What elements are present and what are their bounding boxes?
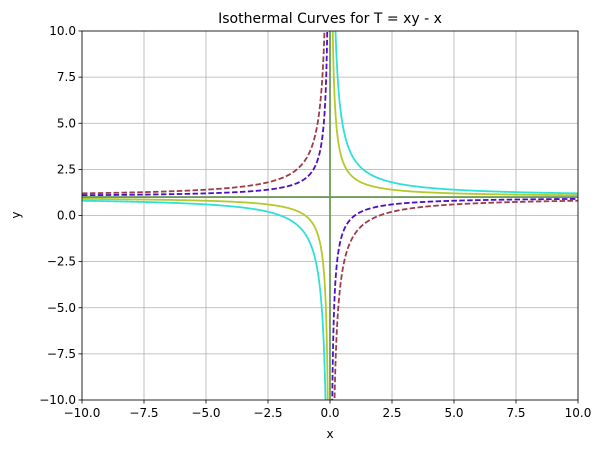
- y-tick-label: −2.5: [47, 255, 76, 269]
- isotherm-series-0: [82, 31, 578, 400]
- isotherm-line: [333, 199, 578, 400]
- isotherm-line: [82, 31, 329, 197]
- x-tick-label: 2.5: [382, 406, 401, 420]
- isotherm-series-4: [82, 31, 578, 400]
- y-tick-label: 10.0: [49, 24, 76, 38]
- y-tick-label: 7.5: [57, 70, 76, 84]
- isotherm-line: [82, 198, 329, 400]
- isotherm-series-3: [82, 31, 578, 400]
- x-tick-label: −5.0: [191, 406, 220, 420]
- isotherm-series-1: [82, 31, 578, 400]
- isotherm-line: [331, 198, 578, 400]
- isotherm-series-2: [82, 31, 578, 400]
- isotherm-line: [331, 31, 578, 197]
- x-tick-label: 0.0: [320, 406, 339, 420]
- axis-ticks: −10.0 −7.5 −5.0 −2.5 0.0 2.5 5.0 7.5 10.0 −10.0 −7…: [39, 24, 591, 420]
- isotherm-line: [334, 31, 578, 195]
- isotherm-series: [82, 31, 578, 400]
- y-tick-label: 0.0: [57, 209, 76, 223]
- x-tick-label: 10.0: [565, 406, 592, 420]
- x-tick-label: 7.5: [506, 406, 525, 420]
- x-tick-label: −10.0: [64, 406, 101, 420]
- x-axis-label: x: [326, 427, 333, 441]
- y-axis-label: y: [9, 211, 23, 218]
- y-tick-label: 5.0: [57, 116, 76, 130]
- x-tick-label: 5.0: [444, 406, 463, 420]
- y-tick-label: −7.5: [47, 347, 76, 361]
- x-tick-label: −2.5: [253, 406, 282, 420]
- isotherm-line: [82, 31, 326, 195]
- y-tick-label: −10.0: [39, 393, 76, 407]
- x-tick-label: −7.5: [129, 406, 158, 420]
- isotherm-line: [82, 199, 327, 400]
- chart-title: Isothermal Curves for T = xy - x: [218, 11, 442, 27]
- y-tick-label: −5.0: [47, 301, 76, 315]
- y-tick-label: 2.5: [57, 162, 76, 176]
